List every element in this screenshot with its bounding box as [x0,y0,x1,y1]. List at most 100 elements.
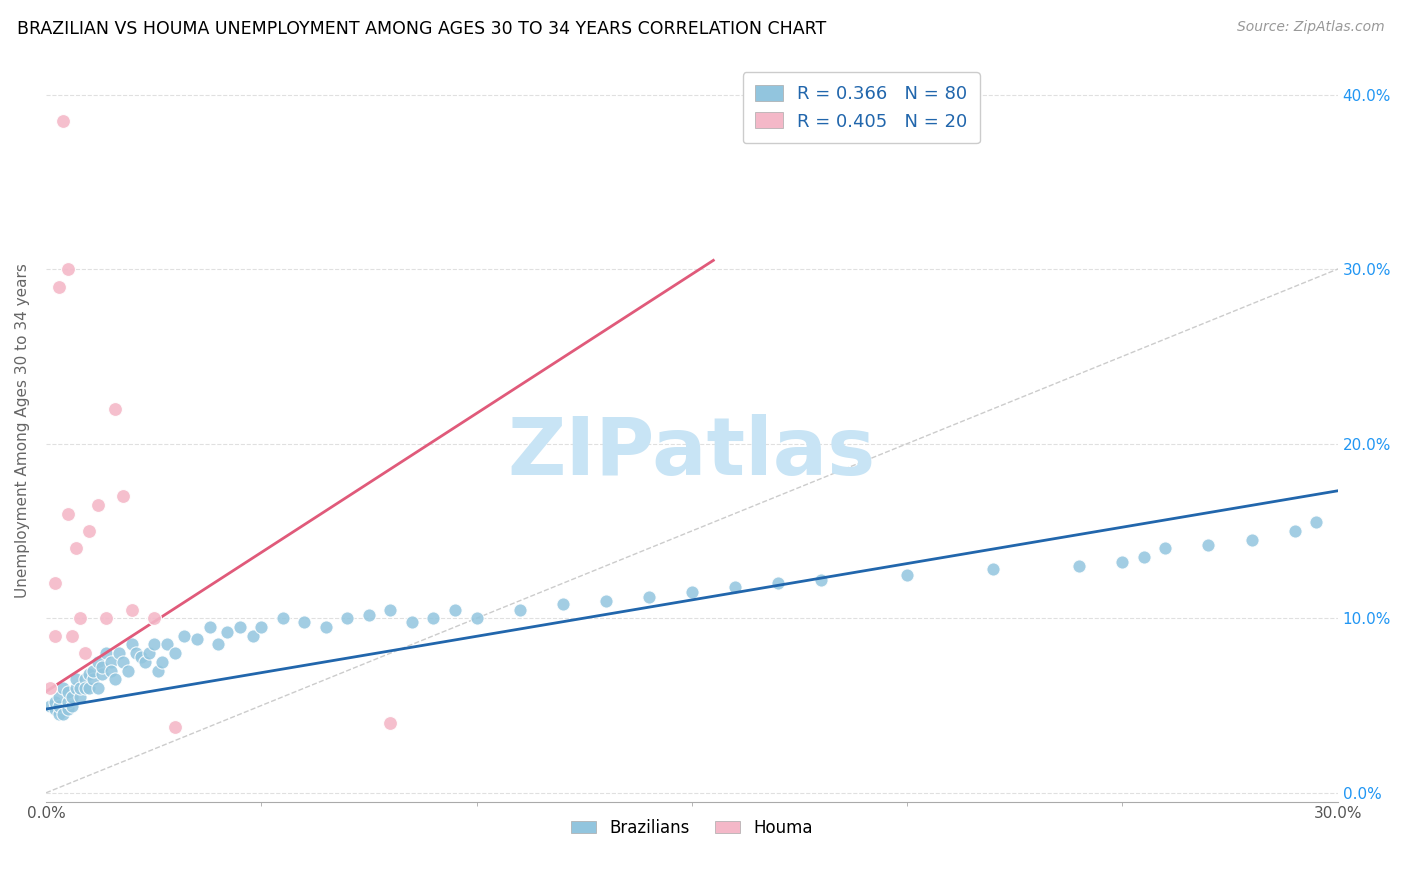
Point [91,667,114,681]
Point [981,562,1004,576]
Point [77,524,100,538]
Point [1154,541,1177,556]
Point [82,664,104,678]
Point [292,615,315,629]
Point [896,567,918,582]
Point [165,719,187,733]
Point [336,611,359,625]
Point [551,597,574,611]
Point [444,602,467,616]
Point [186,632,208,647]
Point [134,655,156,669]
Point [91,660,114,674]
Point [48,707,70,722]
Point [48,690,70,704]
Text: Source: ZipAtlas.com: Source: ZipAtlas.com [1237,20,1385,34]
Point [315,620,337,634]
Point [724,580,747,594]
Point [65,541,87,556]
Point [69,611,91,625]
Point [60,690,83,704]
Point [56,507,79,521]
Text: BRAZILIAN VS HOUMA UNEMPLOYMENT AMONG AGES 30 TO 34 YEARS CORRELATION CHART: BRAZILIAN VS HOUMA UNEMPLOYMENT AMONG AG… [17,20,827,37]
Point [422,611,444,625]
Point [44,702,66,716]
Point [69,690,91,704]
Point [44,629,66,643]
Point [39,681,62,695]
Point [39,698,62,713]
Point [215,625,238,640]
Point [125,646,148,660]
Point [357,607,380,622]
Point [112,489,135,503]
Point [271,611,294,625]
Point [96,646,118,660]
Point [44,576,66,591]
Point [77,667,100,681]
Point [595,594,617,608]
Point [96,611,118,625]
Point [65,681,87,695]
Point [1305,515,1327,529]
Point [52,681,75,695]
Point [165,646,187,660]
Point [1069,558,1091,573]
Point [48,698,70,713]
Point [104,401,127,416]
Point [198,620,221,634]
Y-axis label: Unemployment Among Ages 30 to 34 years: Unemployment Among Ages 30 to 34 years [15,263,30,598]
Point [86,681,108,695]
Point [138,646,160,660]
Point [1198,538,1220,552]
Point [56,695,79,709]
Point [207,637,229,651]
Point [69,681,91,695]
Point [250,620,273,634]
Point [112,655,135,669]
Point [401,615,423,629]
Point [117,664,139,678]
Legend: Brazilians, Houma: Brazilians, Houma [562,811,821,846]
Point [142,637,165,651]
Point [60,698,83,713]
Point [380,716,402,731]
Point [73,646,96,660]
Point [86,655,108,669]
Point [52,707,75,722]
Point [150,655,173,669]
Point [509,602,531,616]
Point [44,695,66,709]
Point [465,611,488,625]
Point [129,649,152,664]
Point [100,655,122,669]
Point [73,673,96,687]
Point [82,673,104,687]
Point [86,498,108,512]
Point [766,576,789,591]
Point [146,664,169,678]
Point [56,262,79,277]
Point [60,629,83,643]
Point [810,573,832,587]
Point [1240,533,1263,547]
Point [77,681,100,695]
Point [1111,555,1133,569]
Point [637,591,659,605]
Point [681,585,703,599]
Point [56,702,79,716]
Point [56,684,79,698]
Point [1284,524,1306,538]
Point [121,602,143,616]
Point [100,664,122,678]
Point [142,611,165,625]
Point [52,113,75,128]
Point [108,646,131,660]
Point [228,620,250,634]
Point [155,637,177,651]
Point [1133,550,1156,565]
Point [65,673,87,687]
Text: ZIPatlas: ZIPatlas [508,414,876,491]
Point [173,629,195,643]
Point [73,681,96,695]
